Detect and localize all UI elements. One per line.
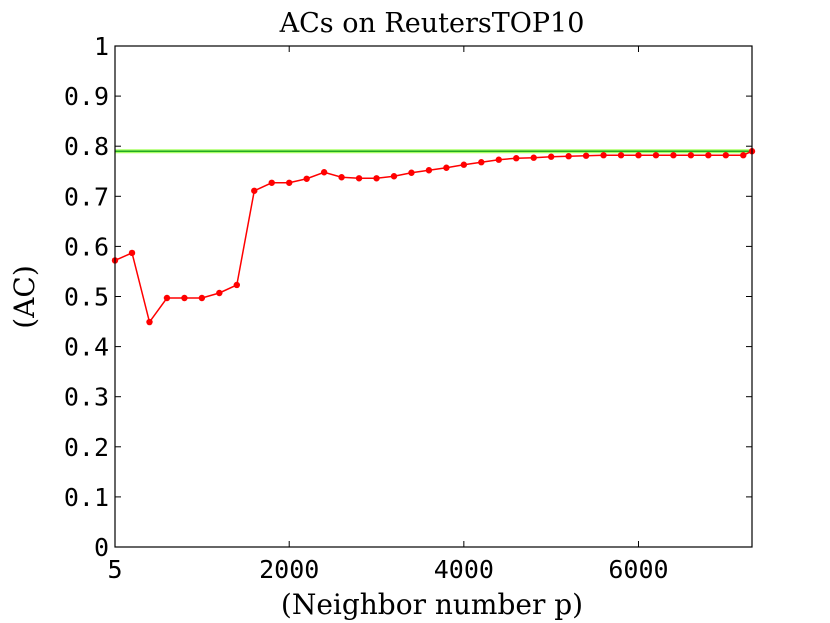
ac-data-point bbox=[443, 164, 450, 171]
ac-data-point bbox=[547, 153, 555, 160]
ac-series-line bbox=[114, 150, 753, 324]
ac-data-point bbox=[128, 249, 136, 257]
ac-data-point bbox=[286, 179, 293, 186]
y-axis: 0 0.1 0.2 0.3 0.4 0.5 0.6 0.7 0.8 0.9 1 bbox=[64, 32, 752, 562]
y-tick-label: 1 bbox=[94, 32, 109, 61]
ac-data-point bbox=[740, 152, 747, 159]
ac-data-point bbox=[635, 152, 642, 159]
ac-data-point bbox=[303, 175, 310, 182]
ac-data-point bbox=[460, 161, 468, 168]
ac-data-point bbox=[530, 154, 537, 161]
ac-data-point bbox=[652, 152, 660, 159]
ac-data-point bbox=[582, 152, 590, 159]
y-tick-label: 0.7 bbox=[64, 182, 109, 211]
ac-data-point bbox=[513, 155, 520, 162]
y-tick-label: 0.5 bbox=[64, 283, 109, 312]
x-tick-label: 2000 bbox=[259, 555, 319, 584]
y-tick-label: 0.1 bbox=[64, 483, 109, 512]
ac-data-point bbox=[565, 153, 572, 160]
x-tick-label: 6000 bbox=[608, 555, 668, 584]
ac-data-point bbox=[355, 175, 363, 182]
plot-area-frame bbox=[114, 45, 753, 548]
ac-data-point bbox=[408, 169, 415, 176]
y-tick-label: 0.4 bbox=[64, 333, 109, 362]
ac-data-point bbox=[617, 152, 625, 159]
ac-data-point bbox=[163, 294, 171, 302]
x-tick-label: 5 bbox=[107, 555, 122, 584]
y-tick-label: 0.2 bbox=[64, 433, 109, 462]
plot-series bbox=[111, 148, 756, 326]
x-axis-label: (Neighbor number p) bbox=[281, 588, 583, 621]
y-axis-label: (AC) bbox=[8, 265, 41, 329]
y-tick-label: 0.9 bbox=[64, 82, 109, 111]
ac-data-point bbox=[495, 156, 502, 163]
ac-data-point bbox=[216, 289, 223, 297]
ac-data-point bbox=[705, 152, 712, 159]
ac-data-point bbox=[198, 294, 206, 302]
ac-data-point bbox=[670, 152, 677, 159]
x-axis: 5 2000 4000 6000 bbox=[107, 46, 669, 584]
ac-data-point bbox=[478, 159, 485, 166]
ac-data-point bbox=[338, 174, 345, 181]
ac-data-point bbox=[600, 152, 607, 159]
ac-data-point bbox=[146, 318, 153, 326]
chart-title: ACs on ReutersTOP10 bbox=[279, 8, 585, 39]
ac-data-point bbox=[320, 169, 328, 176]
ac-data-point bbox=[687, 152, 695, 159]
ac-data-point bbox=[268, 179, 275, 186]
y-tick-label: 0 bbox=[94, 533, 109, 562]
y-tick-label: 0.3 bbox=[64, 383, 109, 412]
x-tick-label: 4000 bbox=[434, 555, 494, 584]
ac-data-point bbox=[181, 294, 188, 302]
ac-data-point bbox=[425, 167, 433, 174]
ac-data-point bbox=[233, 281, 241, 289]
y-tick-label: 0.8 bbox=[64, 132, 109, 161]
ac-data-point bbox=[722, 152, 730, 159]
ac-data-point bbox=[373, 175, 380, 182]
ac-data-point bbox=[390, 173, 398, 180]
ac-data-point bbox=[251, 187, 258, 194]
y-tick-label: 0.6 bbox=[64, 232, 109, 261]
